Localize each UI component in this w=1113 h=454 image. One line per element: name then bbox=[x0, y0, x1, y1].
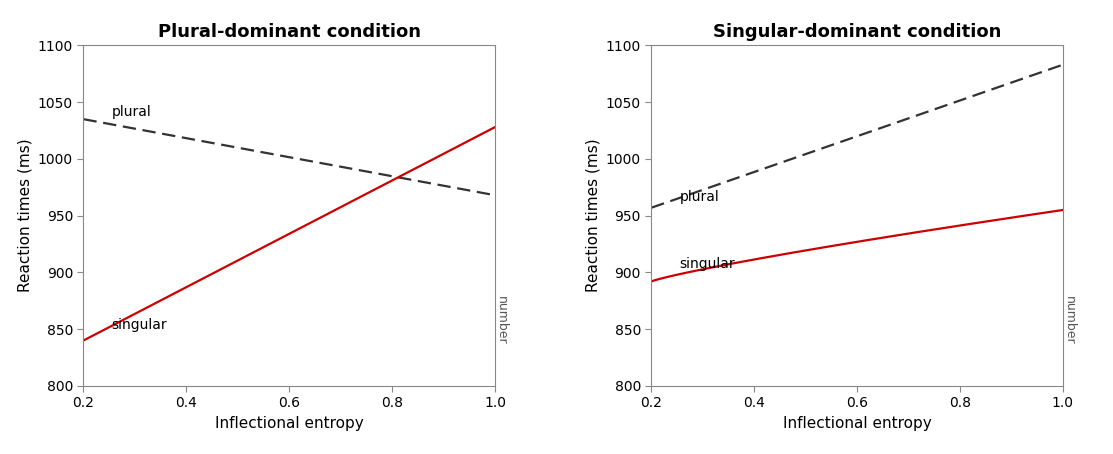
Text: singular: singular bbox=[680, 257, 736, 271]
Text: singular: singular bbox=[111, 318, 167, 331]
Title: Singular-dominant condition: Singular-dominant condition bbox=[713, 23, 1002, 41]
Text: plural: plural bbox=[680, 191, 719, 204]
Y-axis label: Reaction times (ms): Reaction times (ms) bbox=[18, 139, 32, 292]
Text: number: number bbox=[495, 296, 508, 345]
X-axis label: Inflectional entropy: Inflectional entropy bbox=[782, 416, 932, 431]
X-axis label: Inflectional entropy: Inflectional entropy bbox=[215, 416, 364, 431]
Y-axis label: Reaction times (ms): Reaction times (ms) bbox=[585, 139, 600, 292]
Text: number: number bbox=[1063, 296, 1076, 345]
Text: plural: plural bbox=[111, 105, 151, 119]
Title: Plural-dominant condition: Plural-dominant condition bbox=[158, 23, 421, 41]
